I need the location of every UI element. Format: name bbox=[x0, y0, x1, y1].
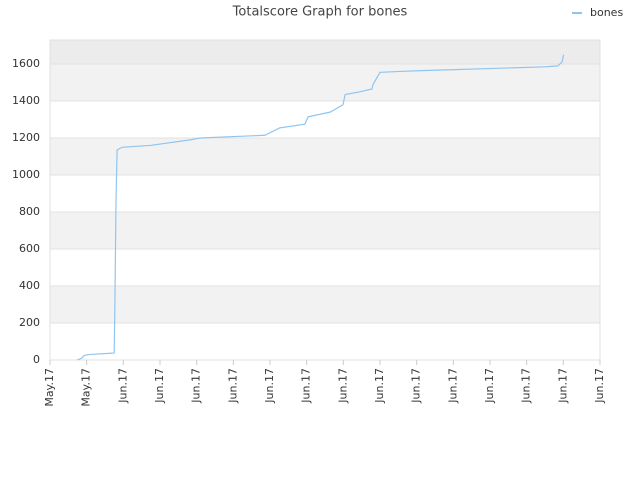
x-tick-label: May.17 bbox=[43, 368, 56, 407]
y-tick-label: 1200 bbox=[12, 131, 40, 144]
x-tick-label: Jun.17 bbox=[190, 368, 203, 404]
y-tick-label: 600 bbox=[19, 242, 40, 255]
x-tick-label: Jun.17 bbox=[410, 368, 423, 404]
x-tick-label: Jun.17 bbox=[483, 368, 496, 404]
x-tick-label: Jun.17 bbox=[153, 368, 166, 404]
grid-band bbox=[50, 101, 600, 139]
y-tick-label: 1000 bbox=[12, 168, 40, 181]
chart-title: Totalscore Graph for bones bbox=[232, 5, 408, 20]
x-tick-label: May.17 bbox=[80, 368, 93, 407]
x-tick-label: Jun.17 bbox=[446, 368, 459, 404]
grid-band bbox=[50, 40, 600, 65]
grid-band bbox=[50, 323, 600, 360]
x-tick-label: Jun.17 bbox=[226, 368, 239, 404]
grid-band bbox=[50, 138, 600, 176]
y-tick-label: 0 bbox=[33, 353, 40, 366]
y-tick-label: 1400 bbox=[12, 94, 40, 107]
plot-border bbox=[49, 39, 601, 361]
x-tick-label: Jun.17 bbox=[593, 368, 606, 404]
grid-band bbox=[50, 175, 600, 213]
y-tick-label: 400 bbox=[19, 279, 40, 292]
grid-band bbox=[50, 212, 600, 250]
x-tick-label: Jun.17 bbox=[116, 368, 129, 404]
grid-band bbox=[50, 249, 600, 287]
x-tick-label: Jun.17 bbox=[373, 368, 386, 404]
x-tick-label: Jun.17 bbox=[336, 368, 349, 404]
y-tick-label: 1600 bbox=[12, 57, 40, 70]
grid-band bbox=[50, 286, 600, 324]
x-tick-label: Jun.17 bbox=[520, 368, 533, 404]
line bbox=[76, 54, 565, 361]
y-tick-label: 800 bbox=[19, 205, 40, 218]
x-tick-label: Jun.17 bbox=[263, 368, 276, 404]
x-tick-label: Jun.17 bbox=[300, 368, 313, 404]
x-tick-label: Jun.17 bbox=[556, 368, 569, 404]
grid-band bbox=[50, 64, 600, 102]
y-tick-label: 200 bbox=[19, 316, 40, 329]
legend-label: bones bbox=[590, 6, 623, 19]
